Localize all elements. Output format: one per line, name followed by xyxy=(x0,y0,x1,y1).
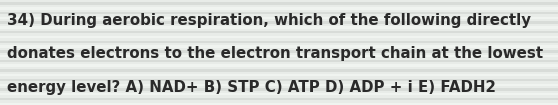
FancyBboxPatch shape xyxy=(0,17,558,19)
FancyBboxPatch shape xyxy=(0,103,558,105)
FancyBboxPatch shape xyxy=(0,74,558,76)
FancyBboxPatch shape xyxy=(0,60,558,62)
FancyBboxPatch shape xyxy=(0,26,558,29)
FancyBboxPatch shape xyxy=(0,36,558,38)
FancyBboxPatch shape xyxy=(0,88,558,91)
FancyBboxPatch shape xyxy=(0,69,558,72)
FancyBboxPatch shape xyxy=(0,22,558,24)
FancyBboxPatch shape xyxy=(0,55,558,57)
FancyBboxPatch shape xyxy=(0,41,558,43)
FancyBboxPatch shape xyxy=(0,50,558,52)
FancyBboxPatch shape xyxy=(0,45,558,48)
FancyBboxPatch shape xyxy=(0,64,558,67)
FancyBboxPatch shape xyxy=(0,93,558,95)
Text: 34) During aerobic respiration, which of the following directly: 34) During aerobic respiration, which of… xyxy=(7,14,531,28)
Text: energy level? A) NAD+ B) STP C) ATP D) ADP + i E) FADH2: energy level? A) NAD+ B) STP C) ATP D) A… xyxy=(7,80,496,95)
Text: donates electrons to the electron transport chain at the lowest: donates electrons to the electron transp… xyxy=(7,46,543,61)
FancyBboxPatch shape xyxy=(0,12,558,14)
FancyBboxPatch shape xyxy=(0,98,558,100)
FancyBboxPatch shape xyxy=(0,31,558,33)
FancyBboxPatch shape xyxy=(0,2,558,5)
FancyBboxPatch shape xyxy=(0,83,558,86)
FancyBboxPatch shape xyxy=(0,7,558,10)
FancyBboxPatch shape xyxy=(0,79,558,81)
